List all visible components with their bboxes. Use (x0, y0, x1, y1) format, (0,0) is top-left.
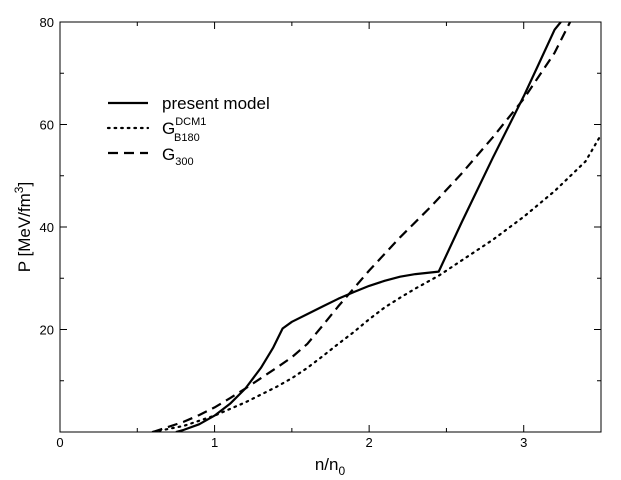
x-tick-label: 3 (520, 435, 527, 450)
x-axis-title: n/n0 (315, 455, 346, 478)
x-tick-label: 0 (56, 435, 63, 450)
x-axis-ticks: 0 1 2 3 (56, 22, 602, 450)
legend: present model GDCM1 B180 G300 (106, 94, 270, 168)
x-tick-label: 2 (366, 435, 373, 450)
x-tick-label: 1 (211, 435, 218, 450)
legend-label-g-b180-dcm1: GDCM1 B180 (162, 116, 206, 144)
plot-frame (59, 21, 602, 433)
y-axis-ticks: 20 40 60 80 (40, 15, 601, 382)
y-tick-label: 20 (40, 323, 54, 338)
y-tick-label: 60 (40, 118, 54, 133)
y-axis-title: P [MeV/fm3] (12, 182, 34, 272)
series-layer (151, 22, 601, 432)
y-tick-label: 80 (40, 15, 54, 30)
series-line-g-300 (152, 22, 572, 432)
legend-label-g-300: G300 (162, 145, 194, 168)
series-line-present-model (175, 22, 562, 432)
legend-label-present-model: present model (162, 94, 270, 113)
y-tick-label: 40 (40, 220, 54, 235)
